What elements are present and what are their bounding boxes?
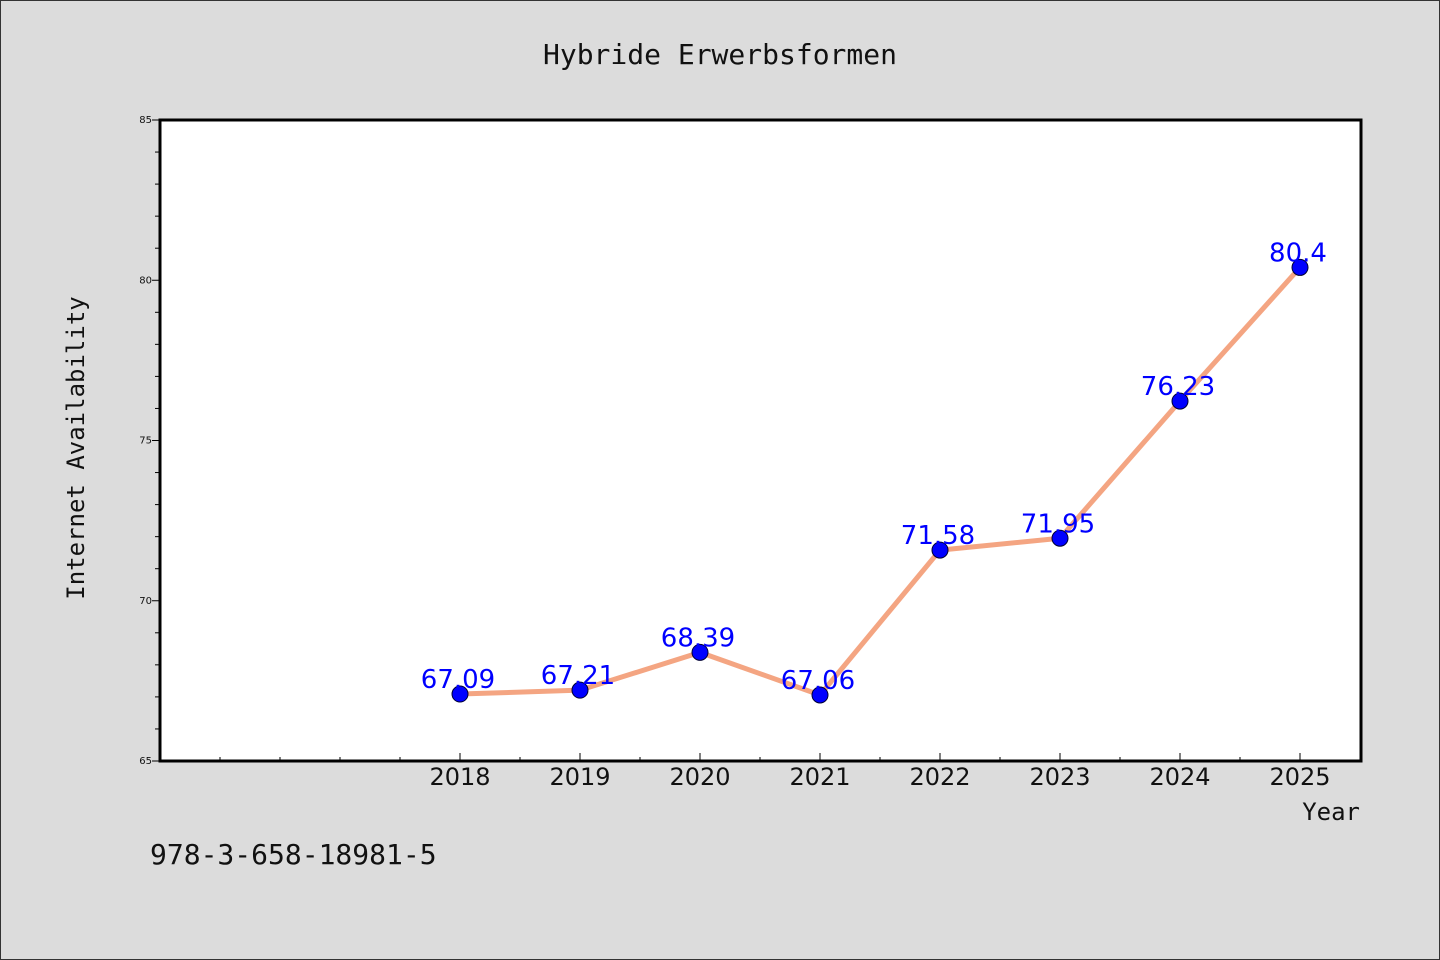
data-point [1171, 392, 1189, 410]
x-tick-label: 2019 [549, 763, 610, 791]
data-point [1291, 258, 1309, 276]
data-label: 68.39 [661, 623, 735, 653]
y-axis-label: Internet Availability [62, 296, 90, 599]
data-point [571, 681, 589, 699]
data-point [1051, 529, 1069, 547]
x-tick-label: 2022 [909, 763, 970, 791]
y-axis-ticks: 65 70 75 80 85 [139, 115, 160, 767]
series-line [457, 264, 1303, 698]
data-point [691, 643, 709, 661]
x-axis-label: Year [1302, 798, 1360, 826]
x-tick-label: 2020 [669, 763, 730, 791]
y-tick-label: 75 [139, 436, 152, 447]
x-tick-label: 2023 [1029, 763, 1090, 791]
y-tick-label: 85 [139, 115, 152, 126]
data-label: 76.23 [1141, 372, 1215, 402]
x-axis-ticks: 2018 2019 2020 2021 2022 2023 2024 2025 [219, 753, 1361, 791]
data-point [811, 686, 829, 704]
x-tick-label: 2025 [1269, 763, 1330, 791]
data-label: 71.58 [901, 521, 975, 551]
x-tick-label: 2024 [1149, 763, 1210, 791]
data-label: 67.06 [781, 666, 855, 696]
y-tick-label: 80 [139, 275, 152, 286]
data-label: 67.21 [541, 661, 615, 691]
y-tick-label: 65 [139, 756, 152, 767]
plot-area [158, 118, 1363, 763]
data-label: 80.4 [1269, 238, 1327, 268]
data-label: 67.09 [421, 665, 495, 695]
x-tick-label: 2018 [429, 763, 490, 791]
series-layer: 67.09 67.21 68.39 67.06 71.58 71.95 76.23 80.4 [421, 238, 1327, 704]
y-tick-label: 70 [139, 596, 152, 607]
data-label: 71.95 [1021, 509, 1095, 539]
footer-isbn: 978-3-658-18981-5 [150, 838, 437, 871]
chart-title: Hybride Erwerbsformen [543, 38, 897, 71]
data-point [451, 685, 469, 703]
data-point [931, 541, 949, 559]
x-tick-label: 2021 [789, 763, 850, 791]
